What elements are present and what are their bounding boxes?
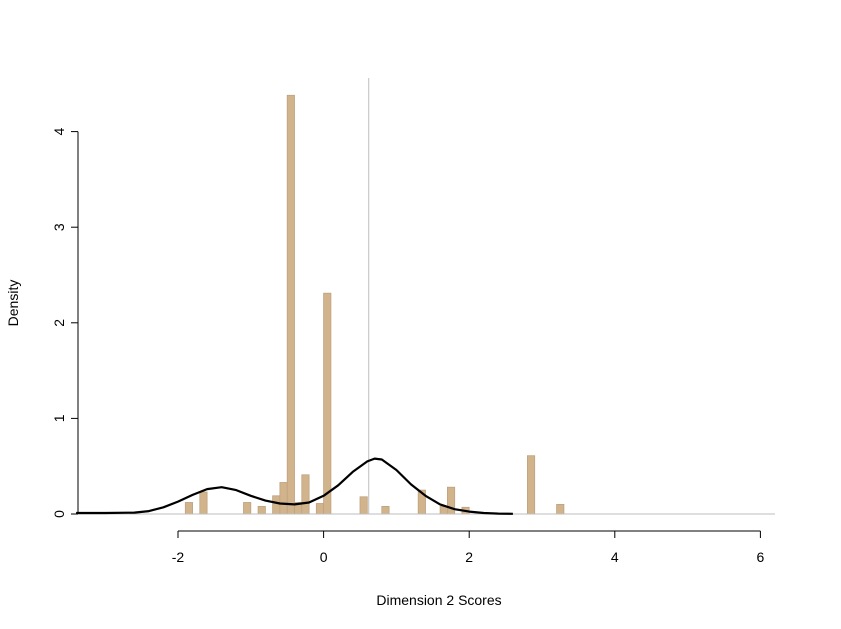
x-tick-label: 2 xyxy=(465,549,473,565)
histogram-bar-2 xyxy=(243,502,252,515)
histogram-bar-8 xyxy=(301,474,310,515)
y-tick-label: 2 xyxy=(51,319,67,327)
histogram-bar-3 xyxy=(257,505,266,515)
y-tick-label: 4 xyxy=(51,127,67,135)
histogram-bar-0 xyxy=(184,502,194,515)
histogram-bars xyxy=(184,94,565,515)
x-tick-label: 6 xyxy=(757,549,765,565)
x-axis: -2 0 2 4 6 xyxy=(172,530,765,565)
histogram-bar-5 xyxy=(279,482,288,515)
histogram-bar-18 xyxy=(556,503,565,515)
histogram-bar-4 xyxy=(272,495,281,515)
y-axis: 0 1 2 3 4 xyxy=(51,127,79,518)
x-tick-label: 4 xyxy=(611,549,619,565)
y-axis-title: Density xyxy=(5,280,21,327)
y-tick-label: 3 xyxy=(51,223,67,231)
y-tick-label: 0 xyxy=(51,510,67,518)
histogram-bar-12 xyxy=(381,505,390,515)
y-tick-label: 1 xyxy=(51,414,67,422)
histogram-bar-10 xyxy=(323,292,332,515)
histogram-bar-6 xyxy=(286,94,295,515)
x-tick-label: 0 xyxy=(320,549,328,565)
density-curve xyxy=(76,457,513,515)
histogram-bar-11 xyxy=(359,496,368,515)
x-tick-label: -2 xyxy=(172,549,185,565)
histogram-bar-1 xyxy=(199,491,208,515)
histogram-bar-9 xyxy=(315,503,324,515)
x-axis-title: Dimension 2 Scores xyxy=(376,592,501,608)
histogram-bar-17 xyxy=(527,455,536,515)
